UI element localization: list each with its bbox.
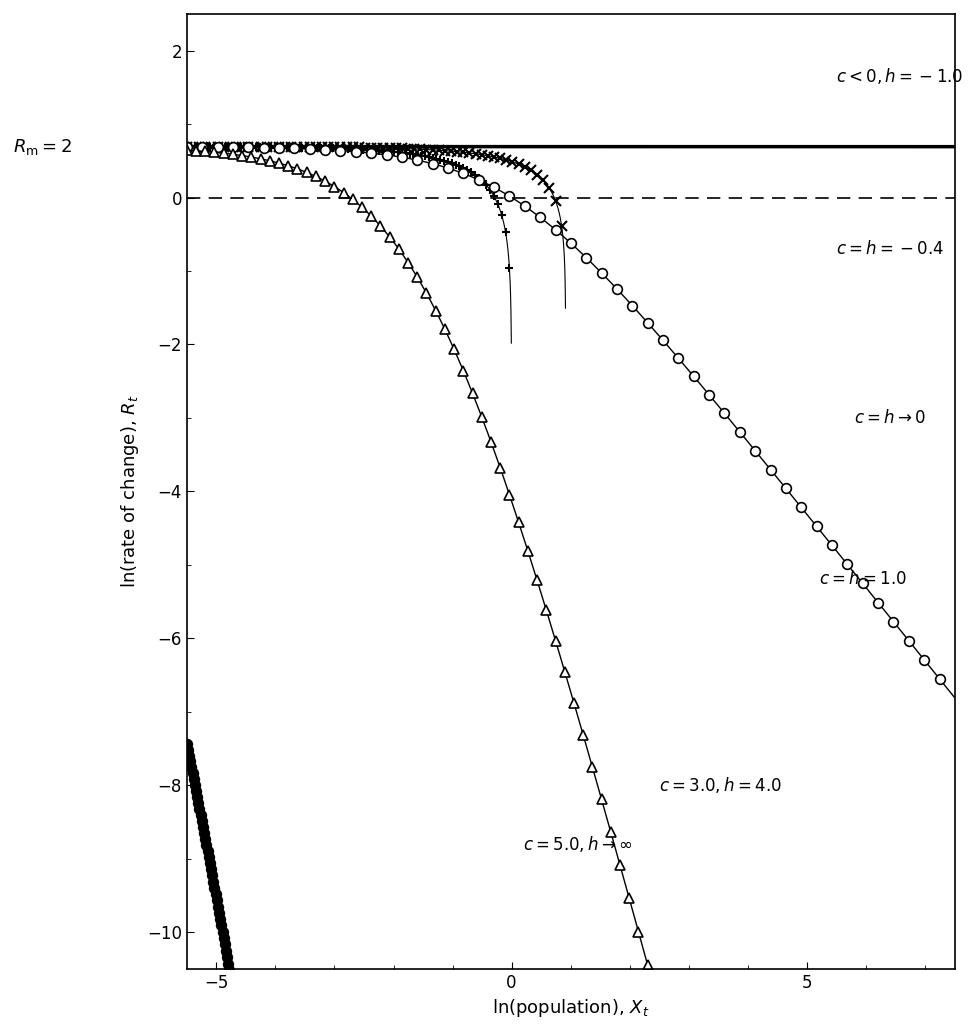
Text: $c = h = -0.4$: $c = h = -0.4$ (835, 240, 944, 258)
X-axis label: ln(population), $X_t$: ln(population), $X_t$ (492, 997, 648, 1020)
Text: $c < 0, h = -1.0$: $c < 0, h = -1.0$ (835, 66, 962, 87)
Text: $c = 3.0, h = 4.0$: $c = 3.0, h = 4.0$ (658, 775, 781, 795)
Text: $R_{\mathrm{m}} = 2$: $R_{\mathrm{m}} = 2$ (13, 136, 71, 157)
Text: $c = 5.0, h\to \infty$: $c = 5.0, h\to \infty$ (523, 834, 633, 854)
Text: $c = h = 1.0$: $c = h = 1.0$ (818, 570, 906, 589)
Y-axis label: ln(rate of change), $R_t$: ln(rate of change), $R_t$ (119, 395, 141, 588)
Text: $c = h\to 0$: $c = h\to 0$ (853, 409, 925, 427)
